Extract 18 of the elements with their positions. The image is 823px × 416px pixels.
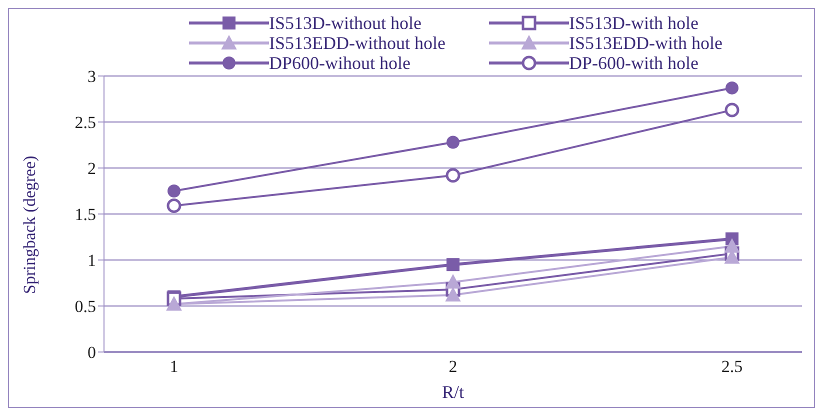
y-tick-label: 0 (88, 343, 96, 362)
legend-label: IS513D-without hole (269, 12, 422, 34)
legend-label: DP600-wihout hole (269, 52, 410, 74)
legend-label: IS513EDD-without hole (269, 32, 446, 54)
y-tick-label: 1 (88, 251, 96, 270)
legend-label: IS513EDD-with hole (569, 32, 722, 54)
x-axis-title: R/t (442, 382, 464, 402)
x-tick-label: 1 (170, 357, 178, 376)
y-tick-label: 3 (88, 67, 96, 86)
y-axis-title: Springback (degree) (20, 156, 40, 294)
y-tick-label: 0.5 (74, 297, 96, 316)
y-tick-label: 1.5 (74, 205, 96, 224)
x-tick-label: 2.5 (721, 357, 743, 376)
legend-label: IS513D-with hole (569, 12, 698, 34)
legend-label: DP-600-with hole (569, 52, 698, 74)
x-tick-label: 2 (448, 357, 458, 376)
y-tick-label: 2 (88, 159, 96, 178)
y-tick-label: 2.5 (74, 113, 96, 132)
